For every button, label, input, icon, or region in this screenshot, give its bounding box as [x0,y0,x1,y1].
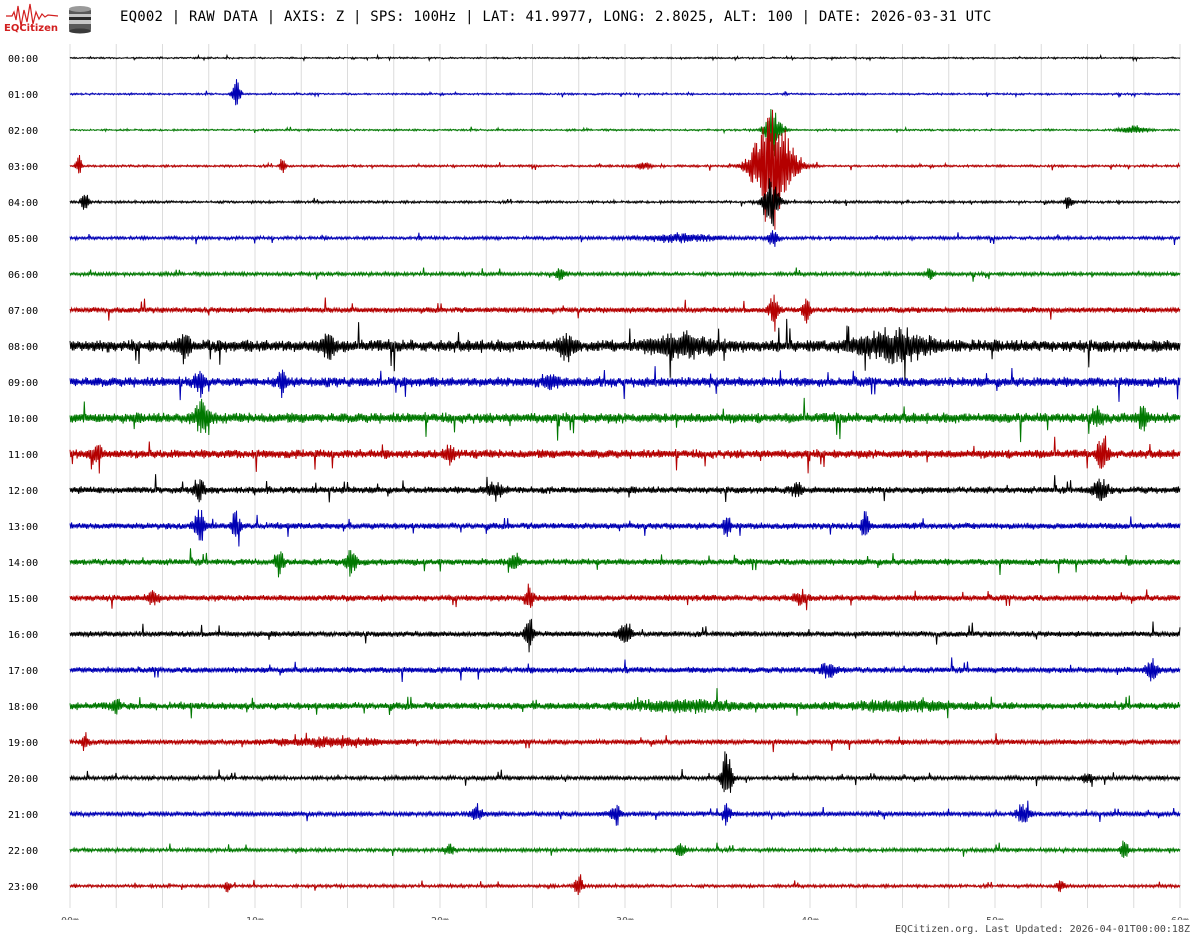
hour-label: 09:00 [8,378,38,389]
trace-0700 [69,294,1181,332]
x-tick-label: 60m [1171,916,1189,920]
hour-label: 10:00 [8,414,38,425]
chart-title: EQ002 | RAW DATA | AXIS: Z | SPS: 100Hz … [120,9,992,25]
trace-2200 [69,840,1181,858]
trace-0900 [69,366,1181,402]
x-tick-label: 40m [801,916,819,920]
trace-1200 [69,474,1181,503]
hour-label: 03:00 [8,162,38,173]
hour-label: 22:00 [8,846,38,857]
trace-1600 [69,618,1181,653]
seismogram-plot: 00:00 01:00 02:00 03:00 04:00 05:00 06:00 07:00… [8,44,1189,920]
trace-1100 [69,435,1181,474]
hour-label: 12:00 [8,486,38,497]
hour-labels: 00:00 01:00 02:00 03:00 04:00 05:00 06:00 07:00… [8,54,38,893]
minute-labels: 00m 10m 20m 30m 40m 50m 60m [61,916,1189,920]
trace-1700 [69,657,1181,683]
x-tick-label: 00m [61,916,79,920]
trace-1000 [69,397,1181,443]
footer-updated: EQCitizen.org. Last Updated: 2026-04-01T… [894,924,1190,935]
trace-0600 [69,267,1181,282]
x-tick-label: 20m [431,916,449,920]
hour-label: 15:00 [8,594,38,605]
trace-2000 [69,751,1181,793]
grid [69,44,1181,908]
hour-label: 00:00 [8,54,38,65]
trace-0800 [69,318,1181,381]
trace-2100 [69,800,1181,826]
hour-label: 18:00 [8,702,38,713]
hour-label: 17:00 [8,666,38,677]
hour-label: 01:00 [8,90,38,101]
trace-0500 [69,230,1181,247]
trace-1500 [69,583,1181,611]
hour-label: 13:00 [8,522,38,533]
trace-1300 [69,509,1181,547]
hour-label: 16:00 [8,630,38,641]
trace-1900 [69,732,1181,753]
hour-label: 04:00 [8,198,38,209]
seismograph-logo-icon [6,3,59,27]
x-tick-label: 10m [246,916,264,920]
trace-1400 [69,548,1181,578]
trace-1800 [69,688,1181,719]
header: EQCitizen EQ002 | RAW DATA | AXIS: Z | S… [0,0,1200,40]
trace-0400 [69,178,1181,227]
hour-label: 21:00 [8,810,38,821]
hour-label: 11:00 [8,450,38,461]
hour-label: 06:00 [8,270,38,281]
hour-label: 20:00 [8,774,38,785]
x-tick-label: 50m [986,916,1004,920]
hour-label: 19:00 [8,738,38,749]
logo-text: EQCitizen [4,23,59,34]
trace-0100 [69,79,1181,106]
trace-0200 [69,109,1181,157]
hour-label: 02:00 [8,126,38,137]
hour-label: 14:00 [8,558,38,569]
hour-label: 05:00 [8,234,38,245]
traces [69,53,1181,896]
sensor-device-icon [69,6,91,34]
trace-2300 [69,874,1181,896]
x-tick-label: 30m [616,916,634,920]
trace-0000 [69,53,1181,63]
hour-label: 08:00 [8,342,38,353]
hour-label: 07:00 [8,306,38,317]
trace-0300 [69,109,1181,230]
hour-label: 23:00 [8,882,38,893]
